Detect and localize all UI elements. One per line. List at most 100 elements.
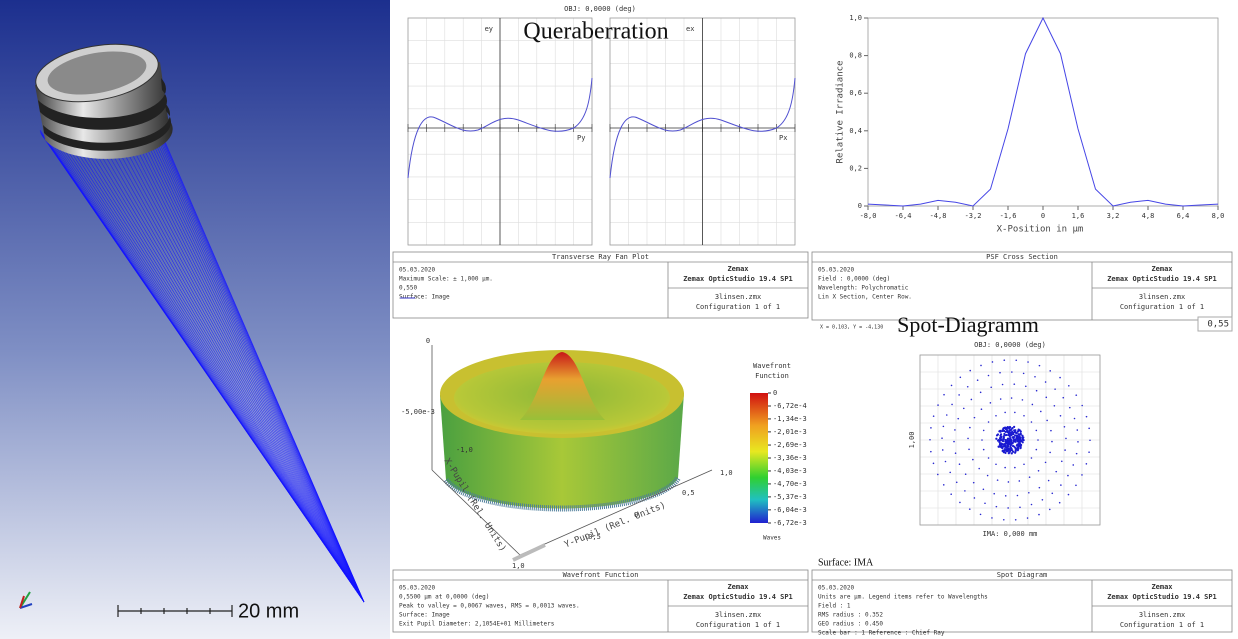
spot-dot [987, 374, 990, 377]
ray [151, 140, 365, 603]
info-line: GEO radius : 0.450 [818, 621, 883, 628]
spot-dot [1014, 439, 1017, 442]
spot-dot [1023, 463, 1025, 466]
wavefront-axes [431, 345, 713, 562]
spot-dot [1009, 449, 1012, 453]
x-tick-label: 4,8 [1142, 212, 1155, 220]
info-line: Surface: Image [399, 294, 450, 301]
info-box [392, 251, 809, 319]
info-line: 05.03.2020 [399, 267, 436, 274]
spot-dot [1060, 484, 1062, 486]
spot-dot [1006, 443, 1009, 446]
spot-dot [1016, 494, 1019, 497]
spot-dot [978, 467, 980, 470]
spot-dot [1010, 439, 1013, 442]
spot-dot [1018, 439, 1021, 442]
spot-dot [964, 490, 966, 492]
spot-dot [1016, 438, 1019, 442]
spot-dot [1027, 361, 1029, 363]
spot-dot [969, 369, 972, 372]
wavefront-info: Wavefront Function Zemax Zemax OpticStudio… [392, 569, 809, 633]
spot-dot [1064, 449, 1066, 451]
spot-dot [1011, 442, 1014, 445]
spot-info: Spot Diagram Zemax Zemax OpticStudio 19.4 … [811, 569, 1233, 637]
spot-dot [969, 426, 971, 429]
spot-dot [932, 415, 935, 417]
spot-dot [1019, 506, 1021, 509]
spot-dot [1003, 432, 1006, 436]
spot-dot [950, 384, 953, 387]
info-line: 05.03.2020 [818, 267, 855, 274]
psf-y-label: Relative Irradiance [836, 61, 846, 164]
x-tick-label: 1,6 [1072, 212, 1085, 220]
spot-dot [1049, 451, 1051, 454]
ray-fan-overlay-title: Queraberration [523, 19, 668, 45]
spot-dot [957, 417, 960, 420]
spot-dot [1045, 396, 1048, 399]
spot-dot [1003, 449, 1007, 452]
spot-dot [1016, 446, 1020, 449]
spot-dot [1019, 430, 1022, 433]
spot-dot [1035, 429, 1038, 432]
spot-dot [1051, 440, 1053, 443]
spot-dot [1004, 427, 1008, 431]
spot-dot [1022, 372, 1025, 375]
spot-dot [1073, 417, 1076, 420]
spot-dot [1015, 359, 1018, 362]
spot-dot [1017, 430, 1020, 433]
spot-dot [998, 443, 1002, 446]
spot-cursor: X = 0,103, Y = -4,130 [820, 325, 883, 331]
px-label: Px [779, 134, 787, 142]
ray [61, 145, 365, 603]
ray [132, 146, 365, 603]
ray-fan-plots [407, 17, 796, 246]
colorbar-unit: Waves [763, 535, 781, 542]
info-config: Configuration 1 of 1 [1120, 303, 1204, 311]
spot-dot [1030, 457, 1033, 459]
colorbar-tick-label: -6,72e-3 [773, 519, 807, 527]
spot-dot [1050, 429, 1052, 432]
y-tick-label: 0,8 [849, 52, 862, 60]
ray [64, 145, 365, 603]
spot-dot [1013, 429, 1016, 432]
spot-dot [1019, 446, 1022, 449]
spot-dot [1030, 421, 1033, 423]
ray [97, 149, 365, 603]
x-tick-label: 0 [1041, 212, 1045, 220]
y-zero-label: 0 [634, 511, 638, 519]
spot-dot [999, 398, 1002, 400]
colorbar-title: Function [755, 372, 789, 380]
info-config: Configuration 1 of 1 [696, 303, 780, 311]
wavelength-box-label: 0,55 [1207, 320, 1229, 330]
spot-dot [1008, 442, 1011, 445]
psf-info: PSF Cross Section Zemax Zemax OpticStudio … [811, 251, 1233, 321]
info-line: Lin X Section, Center Row. [818, 294, 912, 301]
spot-dot [1053, 405, 1056, 407]
info-line: Wavelength: Polychromatic [818, 285, 909, 292]
spot-dot [1020, 439, 1023, 443]
spot-dot [1038, 486, 1041, 489]
info-line: Field : 0,0000 (deg) [818, 276, 890, 283]
info-product: Zemax OpticStudio 19.4 SP1 [683, 593, 793, 601]
ray-fan-info: Transverse Ray Fan Plot Zemax Zemax OpticS… [392, 251, 809, 319]
spot-dot [1006, 437, 1009, 441]
spot-dot [970, 398, 973, 401]
ray [67, 146, 365, 603]
psf-line [867, 16, 1219, 207]
spot-dot [1009, 437, 1012, 440]
ray [81, 148, 365, 603]
ray [146, 142, 365, 603]
spot-dot [973, 497, 976, 499]
y-tick-label: 1,0 [849, 14, 862, 22]
spot-dot [1088, 451, 1090, 453]
ray [113, 149, 365, 603]
spot-dot [951, 403, 953, 406]
spot-dot [955, 481, 958, 484]
info-line: Exit Pupil Diameter: 2,1054E+01 Millimet… [399, 621, 555, 628]
spot-dot [1060, 460, 1063, 463]
spot-dot [937, 473, 939, 476]
spot-dot [1089, 439, 1091, 442]
ray [78, 148, 365, 603]
y-tick-label: 0,2 [849, 164, 862, 172]
